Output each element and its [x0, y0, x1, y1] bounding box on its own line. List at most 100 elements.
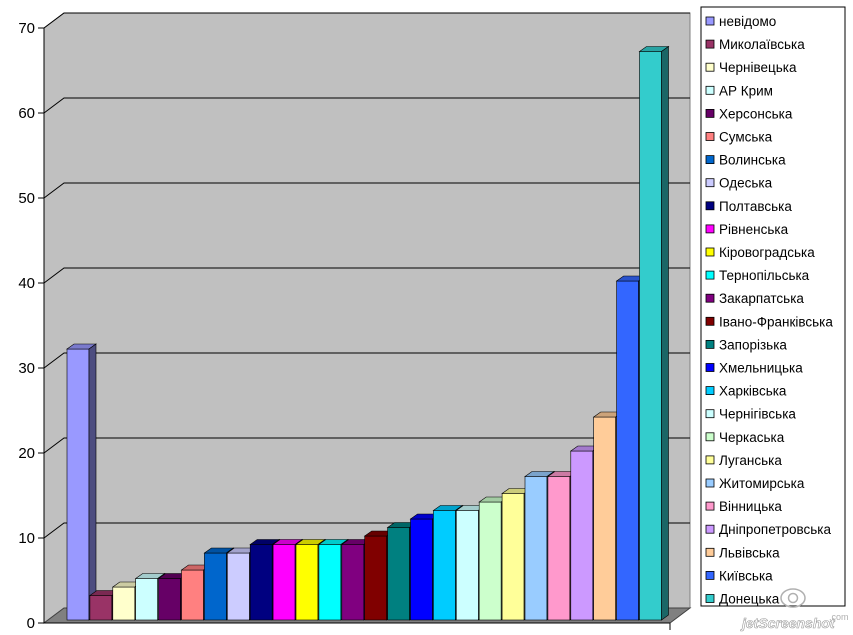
gridline — [43, 182, 690, 199]
legend-label: Одеська — [719, 176, 773, 191]
legend-label: Луганська — [719, 453, 782, 468]
legend-swatch — [705, 501, 715, 511]
gridline — [43, 352, 690, 369]
chart-bars — [66, 45, 670, 621]
bar-front — [295, 544, 319, 621]
watermark: jetScreenshot .com — [740, 588, 849, 631]
legend-item: Полтавська — [705, 199, 792, 214]
legend-label: Київська — [719, 568, 773, 583]
bar — [638, 45, 670, 621]
bar-front — [135, 578, 158, 621]
bar-front — [455, 510, 479, 621]
legend-swatch — [705, 316, 715, 326]
y-tick-label: 70 — [18, 20, 35, 37]
y-tick-label: 20 — [18, 445, 35, 462]
legend-item: Житомирська — [705, 476, 805, 491]
legend-label: Львівська — [719, 545, 780, 560]
legend-swatch — [705, 478, 715, 488]
y-tick-label: 10 — [18, 530, 35, 547]
legend-item: Сумська — [705, 130, 773, 145]
legend-label: Полтавська — [719, 199, 792, 214]
legend-swatch — [705, 16, 715, 26]
bar-front — [410, 518, 433, 621]
legend-label: АР Крим — [719, 83, 773, 98]
legend-label: Харківська — [719, 384, 787, 399]
bar-front — [616, 280, 639, 621]
legend-item: невідомо — [705, 14, 776, 29]
legend-item: Луганська — [705, 453, 782, 468]
gridline — [43, 437, 690, 454]
legend-swatch — [705, 132, 715, 141]
legend-item: Чернігівська — [705, 407, 796, 422]
axes: 0 10 20 30 40 50 60 70 — [18, 20, 671, 632]
legend-item: Львівська — [705, 545, 780, 560]
legend-item: Запорізька — [705, 337, 787, 352]
legend-item: АР Крим — [705, 83, 773, 98]
bar-front — [433, 510, 456, 621]
legend-label: невідомо — [719, 14, 776, 29]
bar-front — [570, 450, 594, 621]
legend-label: Вінницька — [719, 499, 782, 514]
gridline — [43, 267, 690, 284]
legend-swatch — [705, 155, 715, 165]
legend-swatch — [705, 224, 715, 234]
legend-swatch — [705, 571, 715, 580]
gridline — [43, 97, 690, 114]
legend-item: Хмельницька — [705, 361, 803, 376]
watermark-text: jetScreenshot — [740, 615, 836, 631]
legend-item: Одеська — [705, 176, 773, 191]
bar-front — [272, 544, 296, 621]
bar — [66, 343, 97, 621]
bar-front — [593, 416, 617, 621]
legend-swatch — [705, 62, 715, 72]
gridline — [43, 12, 690, 29]
legend-item: Київська — [705, 568, 773, 583]
y-tick-label: 50 — [18, 190, 35, 207]
legend-label: Івано-Франківська — [719, 314, 833, 329]
legend: невідомо Миколаївська Чернівецька АР Крим Хе… — [700, 6, 846, 607]
legend-label: Кіровоградська — [719, 245, 815, 260]
legend-item: Тернопільська — [705, 268, 810, 283]
watermark-suffix: .com — [829, 612, 849, 622]
legend-label: Чернівецька — [719, 60, 797, 75]
legend-label: Херсонська — [719, 106, 793, 121]
legend-swatch — [705, 386, 715, 396]
legend-item: Черкаська — [705, 430, 785, 445]
legend-item: Харківська — [705, 384, 787, 399]
bar-front — [639, 51, 662, 621]
legend-swatch — [705, 339, 715, 349]
legend-label: Рівненська — [719, 222, 789, 237]
bar-front — [249, 544, 273, 621]
y-tick-label: 30 — [18, 360, 35, 377]
gridlines — [43, 12, 690, 539]
bar-front — [547, 476, 571, 621]
legend-item: Закарпатська — [705, 291, 804, 306]
bar-front — [89, 595, 113, 621]
bar-front — [158, 578, 181, 621]
y-tick-label: 60 — [18, 105, 35, 122]
bar-front — [204, 552, 227, 621]
legend-item: Кіровоградська — [705, 245, 815, 260]
bar-front — [387, 527, 410, 621]
legend-label: Волинська — [719, 153, 786, 168]
legend-swatch — [705, 455, 715, 465]
legend-label: Дніпропетровська — [719, 522, 831, 537]
legend-swatch — [705, 363, 715, 372]
bar-side — [661, 45, 669, 621]
legend-label: Миколаївська — [719, 37, 805, 52]
legend-item: Чернівецька — [705, 60, 797, 75]
legend-label: Закарпатська — [719, 291, 804, 306]
legend-item: Миколаївська — [705, 37, 805, 52]
legend-swatch — [705, 524, 715, 534]
bar-front — [181, 569, 204, 621]
legend-label: Черкаська — [719, 430, 785, 445]
legend-swatch — [705, 109, 715, 118]
legend-label: Чернігівська — [719, 407, 796, 422]
legend-label: Запорізька — [719, 337, 787, 352]
legend-swatch — [705, 178, 715, 188]
legend-item: Херсонська — [705, 106, 793, 121]
legend-item: Волинська — [705, 153, 786, 168]
legend-item: Рівненська — [705, 222, 789, 237]
legend-swatch — [705, 432, 715, 442]
